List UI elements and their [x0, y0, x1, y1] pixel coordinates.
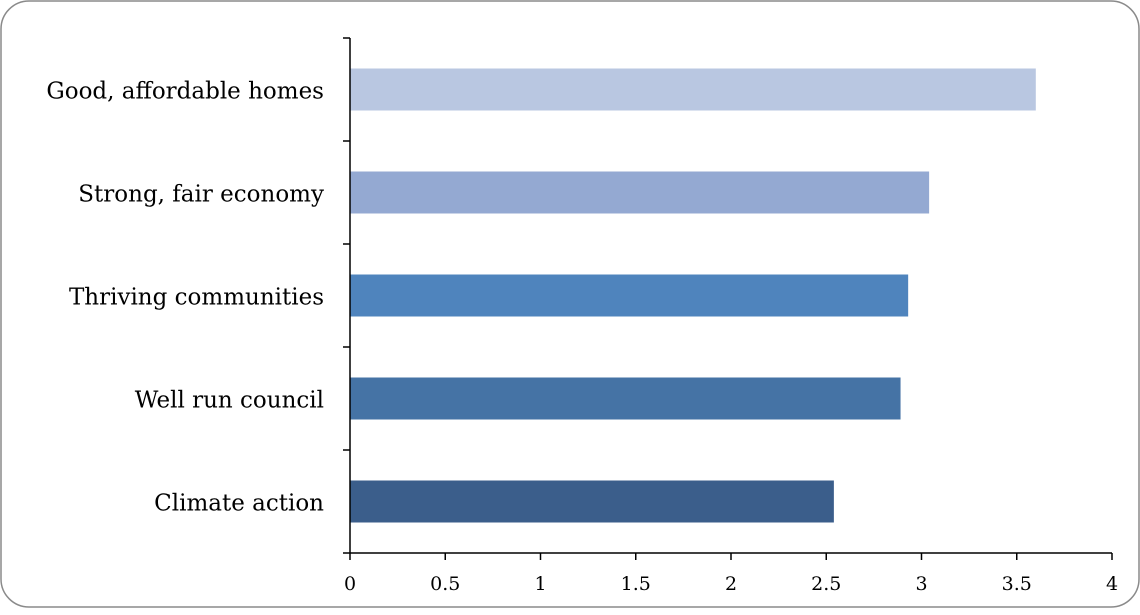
x-tick-label: 3.5	[1002, 573, 1032, 595]
plot-area: Good, affordable homes Strong, fair econo…	[46, 37, 1118, 595]
x-tick-label: 1.5	[621, 573, 651, 595]
bar	[350, 480, 834, 523]
bar	[350, 274, 909, 317]
category-label: Thriving communities	[69, 285, 324, 311]
category-label: Strong, fair economy	[78, 182, 324, 208]
x-tick-label: 4	[1106, 573, 1118, 595]
category-label: Good, affordable homes	[46, 79, 324, 105]
category-label: Climate action	[154, 491, 324, 517]
bar	[350, 171, 930, 214]
x-tick-label: 3	[915, 573, 927, 595]
bar	[350, 68, 1036, 111]
x-tick-label: 0.5	[430, 573, 460, 595]
x-tick-label: 2	[725, 573, 737, 595]
x-tick-label: 1	[534, 573, 546, 595]
x-tick-label: 2.5	[811, 573, 841, 595]
category-label: Well run council	[135, 388, 324, 414]
bar	[350, 377, 901, 420]
x-tick-label: 0	[344, 573, 356, 595]
